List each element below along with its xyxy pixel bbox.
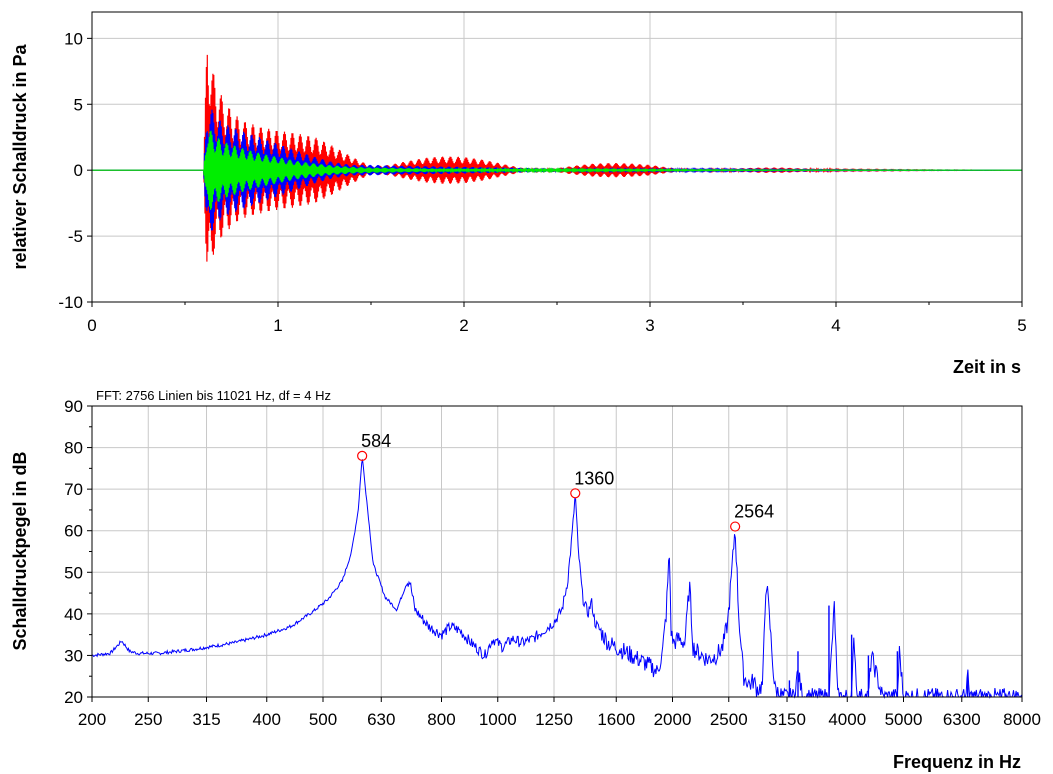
bottom-y-tick-label: 50 [64,563,83,582]
bottom-plot-area [92,406,1022,697]
bottom-y-tick-label: 30 [64,646,83,665]
bottom-x-tick-label: 1250 [535,710,573,729]
bottom-y-tick-label: 70 [64,480,83,499]
spectrum-line [91,459,1023,699]
top-tick-labels: 0 1 2 3 4 5 -10 -5 0 5 10 [58,29,1026,335]
peak-marker [730,521,741,532]
bottom-x-tick-label: 250 [134,710,162,729]
bottom-y-tick-label: 20 [64,688,83,707]
peak-label: 2564 [734,502,774,522]
top-x-axis-label: Zeit in s [953,357,1021,377]
top-y-tick-label: 10 [64,29,83,48]
top-y-tick-label: -10 [58,293,83,312]
bottom-x-tick-label: 3150 [768,710,806,729]
bottom-y-tick-label: 60 [64,522,83,541]
fft-note: FFT: 2756 Linien bis 11021 Hz, df = 4 Hz [96,388,331,403]
bottom-x-tick-label: 2500 [710,710,748,729]
top-y-tick-label: 0 [74,161,83,180]
bottom-tick-labels: 200 250 315 400 500 630 800 1000 1250 1600 2000 250… [64,397,1041,729]
bottom-x-tick-label: 5000 [885,710,923,729]
top-x-tick-label: 3 [645,316,654,335]
time-signal-chart: 0 1 2 3 4 5 -10 -5 0 5 10 relativer Schalldruck in… [10,11,1027,377]
peak-markers: 584 1360 2564 [357,431,774,532]
peak-label: 1360 [574,468,614,488]
bottom-x-tick-label: 630 [367,710,395,729]
bottom-x-tick-label: 200 [78,710,106,729]
top-x-tick-label: 5 [1017,316,1026,335]
bottom-x-axis-label: Frequenz in Hz [893,752,1021,772]
top-series-group [92,54,1022,262]
top-y-tick-label: 5 [74,95,83,114]
top-x-tick-label: 1 [273,316,282,335]
top-x-tick-label: 4 [831,316,840,335]
bottom-x-tick-label: 400 [253,710,281,729]
bottom-x-tick-label: 500 [309,710,337,729]
bottom-x-tick-label: 6300 [943,710,981,729]
bottom-series-group [91,459,1023,699]
top-series-line-2 [92,130,1022,210]
top-y-tick-label: -5 [68,227,83,246]
bottom-x-tick-label: 2000 [654,710,692,729]
bottom-y-tick-label: 40 [64,605,83,624]
top-y-axis-label: relativer Schalldruck in Pa [10,43,30,269]
bottom-y-axis-label: Schalldruckpegel in dB [10,451,30,650]
peak-marker [357,450,368,461]
peak-label: 584 [361,431,391,451]
spectrum-chart: FFT: 2756 Linien bis 11021 Hz, df = 4 Hz… [10,388,1041,772]
bottom-x-tick-label: 315 [192,710,220,729]
bottom-x-tick-label: 4000 [828,710,866,729]
bottom-y-tick-label: 80 [64,439,83,458]
bottom-x-tick-label: 800 [427,710,455,729]
bottom-x-tick-label: 1600 [597,710,635,729]
top-x-tick-label: 0 [87,316,96,335]
peak-marker [570,488,581,499]
bottom-y-tick-label: 90 [64,397,83,416]
top-x-tick-label: 2 [459,316,468,335]
bottom-x-tick-label: 1000 [479,710,517,729]
bottom-x-tick-label: 8000 [1003,710,1041,729]
